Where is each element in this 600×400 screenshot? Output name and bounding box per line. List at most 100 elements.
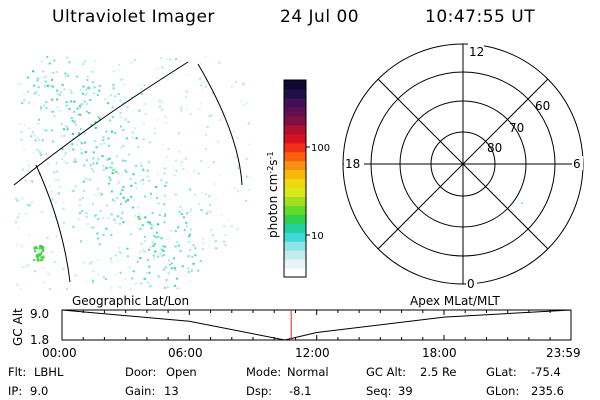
emission-pixel [140,92,143,95]
emission-pixel [56,89,59,92]
emission-pixel [42,267,45,269]
emission-pixel [49,288,52,290]
emission-pixel [247,143,250,146]
emission-pixel [143,102,146,105]
emission-pixel [170,262,173,265]
emission-pixel [83,189,86,192]
emission-pixel [164,194,166,197]
emission-pixel [157,235,160,238]
emission-pixel [80,148,83,151]
emission-pixel [193,169,196,172]
emission-pixel [149,285,152,288]
emission-pixel [170,267,173,270]
emission-pixel [86,178,89,181]
emission-pixel [185,90,188,93]
emission-pixel [93,140,96,143]
emission-pixel [129,288,132,290]
flt-label: Flt: [8,365,27,379]
emission-pixel [45,152,48,155]
label-bg [466,275,477,289]
emission-pixel [208,195,211,198]
emission-pixel [23,148,26,151]
emission-pixel [38,253,40,256]
emission-pixel [66,126,69,129]
emission-pixel [38,150,41,153]
lon-grid-arc [35,164,71,283]
emission-pixel [42,128,45,131]
emission-pixel [101,136,104,139]
emission-pixel [36,77,39,80]
emission-pixel [70,92,73,94]
emission-pixel [94,59,97,62]
emission-pixel [94,121,97,124]
emission-pixel [174,284,176,287]
emission-pixel [66,162,69,165]
emission-pixel [168,259,171,261]
emission-pixel [160,57,163,59]
emission-pixel [102,216,105,219]
emission-pixel [119,222,121,225]
colorbar-cell [284,196,306,206]
emission-pixel [202,247,205,250]
emission-pixel [53,115,56,118]
emission-pixel [135,137,138,140]
emission-pixel [94,214,97,217]
timeline-xlabel-0000: 00:00 [42,346,77,360]
emission-pixel [188,240,191,243]
emission-pixel [112,169,115,172]
emission-pixel [27,90,29,93]
emission-pixel [119,192,122,195]
emission-pixel [217,140,220,143]
emission-pixel [174,193,177,196]
seq-label: Seq: [366,384,392,398]
emission-pixel [96,161,99,164]
emission-pixel [17,212,20,215]
colorbar-cell [284,169,306,180]
emission-pixel [27,263,30,266]
emission-pixel [106,158,109,161]
emission-pixel [37,94,40,97]
emission-pixel [201,192,204,194]
emission-pixel [83,141,86,144]
emission-pixel [116,259,119,262]
geographic-image-panel [13,55,251,290]
emission-pixel [39,152,42,154]
emission-pixel [208,166,211,168]
emission-pixel [73,110,76,113]
emission-pixel [80,152,83,155]
emission-pixel [194,254,197,257]
emission-pixel [21,168,24,171]
emission-pixel [138,212,141,215]
emission-pixel [85,159,88,162]
emission-pixel [37,122,40,125]
emission-pixel [149,245,152,248]
emission-pixel [149,141,152,144]
emission-pixel [205,134,207,137]
emission-pixel [20,244,23,247]
emission-pixel [31,180,34,183]
emission-pixel [230,85,233,88]
colorbar-unit-label: photon cm-2s-1 [266,151,280,238]
colorbar-cell [284,187,306,197]
emission-pixel [79,128,82,131]
emission-pixel [144,195,147,198]
emission-pixel [163,286,166,289]
emission-pixel [111,198,114,201]
emission-pixel [92,226,95,229]
emission-pixel [85,212,88,215]
timeline-xlabel-1800: 18:00 [422,346,457,360]
emission-pixel [62,207,65,210]
emission-pixel [146,169,149,172]
emission-pixel [184,274,187,277]
label-bg [572,156,583,170]
emission-pixel [173,267,176,270]
emission-pixel [96,232,99,235]
emission-pixel [165,181,168,184]
emission-pixel [240,100,243,103]
emission-pixel [27,76,30,79]
emission-pixel [75,124,78,127]
emission-pixel [114,222,117,225]
emission-pixel [150,227,153,230]
emission-pixel [59,185,62,188]
emission-pixel [84,177,86,180]
